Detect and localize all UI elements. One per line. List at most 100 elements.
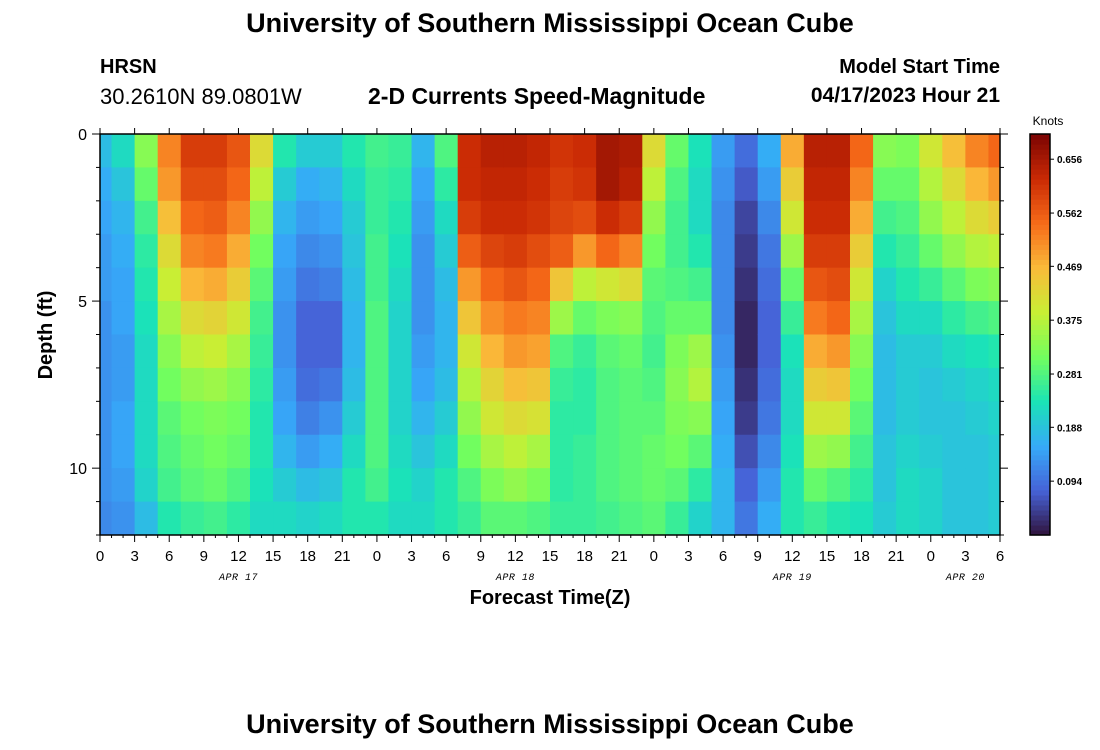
heatmap-cell	[111, 167, 136, 202]
heatmap-cell	[919, 501, 943, 535]
colorbar-tick-label: 0.375	[1057, 316, 1082, 327]
colorbar-swatch	[1030, 424, 1050, 431]
colorbar-swatch	[1030, 349, 1050, 356]
heatmap-cell	[365, 167, 390, 202]
heatmap-cell	[642, 468, 666, 503]
heatmap-cell	[457, 234, 482, 269]
heatmap-cell	[942, 267, 966, 302]
heatmap-cell	[111, 501, 136, 535]
heatmap-cell	[619, 267, 643, 302]
heatmap-cell	[342, 134, 366, 169]
heatmap-cell	[596, 401, 620, 436]
heatmap-cell	[296, 468, 320, 503]
heatmap-cell	[342, 367, 366, 402]
heatmap-cell	[503, 401, 528, 436]
heatmap-cell	[780, 134, 805, 169]
heatmap-cell	[896, 501, 920, 535]
heatmap-cell	[642, 200, 666, 235]
heatmap-cell	[100, 134, 113, 169]
heatmap-cell	[850, 167, 874, 202]
heatmap-cell	[573, 301, 597, 336]
heatmap-cell	[480, 401, 505, 436]
x-tick-label: 18	[299, 548, 316, 565]
heatmap-cell	[780, 334, 805, 369]
heatmap-cell	[965, 134, 990, 169]
heatmap-cell	[503, 167, 528, 202]
heatmap-cell	[388, 434, 413, 469]
heatmap-cell	[942, 167, 966, 202]
heatmap-cell	[757, 301, 782, 336]
heatmap-cell	[203, 468, 228, 503]
heatmap-cell	[226, 200, 251, 235]
heatmap-cell	[596, 468, 620, 503]
x-tick-label: 0	[373, 548, 381, 565]
heatmap-cell	[711, 468, 736, 503]
station-id: HRSN	[100, 56, 157, 78]
x-date-label: APR 20	[945, 573, 985, 584]
colorbar-swatch	[1030, 389, 1050, 396]
colorbar-swatch	[1030, 429, 1050, 436]
heatmap-cell	[688, 234, 713, 269]
heatmap-cell	[388, 334, 413, 369]
heatmap-cell	[826, 267, 851, 302]
heatmap-cell	[711, 234, 736, 269]
colorbar-tick-label: 0.094	[1057, 477, 1082, 488]
heatmap-cell	[100, 401, 113, 436]
heatmap-cell	[434, 401, 459, 436]
heatmap-cell	[480, 167, 505, 202]
heatmap-cell	[850, 468, 874, 503]
colorbar-swatch	[1030, 359, 1050, 366]
heatmap-cell	[619, 301, 643, 336]
heatmap-cell	[757, 468, 782, 503]
heatmap-cell	[619, 134, 643, 169]
y-tick-label: 0	[78, 127, 87, 144]
heatmap-cell	[296, 301, 320, 336]
heatmap-cell	[573, 200, 597, 235]
chart-subtitle: 2-D Currents Speed-Magnitude	[368, 83, 706, 109]
heatmap-cell	[988, 367, 1000, 402]
colorbar-swatch	[1030, 419, 1050, 426]
heatmap-cell	[642, 334, 666, 369]
page-title: University of Southern Mississippi Ocean…	[246, 8, 854, 38]
heatmap-cell	[411, 367, 436, 402]
heatmap-cell	[203, 234, 228, 269]
heatmap-cell	[111, 200, 136, 235]
x-date-label: APR 18	[495, 573, 535, 584]
heatmap-cell	[734, 401, 759, 436]
heatmap-cell	[134, 434, 159, 469]
heatmap-cell	[919, 167, 943, 202]
heatmap-cell	[526, 401, 551, 436]
model-start-label: Model Start Time	[839, 56, 1000, 78]
heatmap-cell	[411, 501, 436, 535]
heatmap-cell	[619, 367, 643, 402]
heatmap-cell	[526, 200, 551, 235]
heatmap-cell	[550, 200, 574, 235]
heatmap-cell	[988, 434, 1000, 469]
heatmap-cell	[873, 167, 897, 202]
heatmap-cell	[319, 334, 343, 369]
heatmap-cell	[365, 134, 390, 169]
heatmap-cell	[803, 367, 828, 402]
heatmap-cell	[942, 234, 966, 269]
x-tick-label: 21	[334, 548, 351, 565]
heatmap-cell	[850, 501, 874, 535]
heatmap-cell	[919, 334, 943, 369]
heatmap-cell	[388, 134, 413, 169]
colorbar-swatch	[1030, 159, 1050, 165]
heatmap-cell	[780, 501, 805, 535]
heatmap-cell	[226, 401, 251, 436]
heatmap-cell	[873, 334, 897, 369]
heatmap-cell	[526, 367, 551, 402]
heatmap-cell	[342, 334, 366, 369]
heatmap-cell	[642, 401, 666, 436]
x-date-label: APR 17	[218, 573, 258, 584]
heatmap-cell	[850, 301, 874, 336]
heatmap-cell	[896, 167, 920, 202]
heatmap-cell	[619, 334, 643, 369]
heatmap-cell	[388, 267, 413, 302]
heatmap-cell	[873, 367, 897, 402]
heatmap-cell	[734, 167, 759, 202]
colorbar-swatch	[1030, 399, 1050, 406]
x-tick-label: 21	[888, 548, 905, 565]
model-start-value: 04/17/2023 Hour 21	[810, 84, 1000, 107]
